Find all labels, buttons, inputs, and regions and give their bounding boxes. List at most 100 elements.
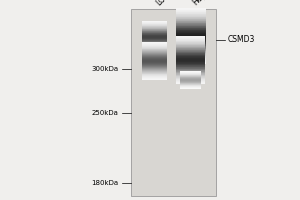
Bar (176, 26, 206, 27)
Bar (176, 39, 205, 40)
Bar (176, 70, 205, 71)
Bar (176, 50, 205, 51)
Bar (176, 48, 205, 49)
Bar (176, 77, 205, 78)
Bar (176, 48, 206, 49)
Bar (176, 49, 206, 50)
Bar (176, 79, 205, 80)
Bar (180, 74, 201, 75)
Bar (176, 23, 206, 24)
Bar (142, 41, 167, 42)
Bar (176, 38, 206, 39)
Bar (142, 24, 167, 25)
Bar (176, 31, 206, 32)
Bar (176, 55, 206, 56)
Bar (142, 66, 167, 67)
Bar (176, 74, 205, 75)
Bar (180, 75, 201, 76)
Bar (180, 78, 201, 79)
Bar (142, 79, 167, 80)
Bar (142, 72, 167, 73)
Bar (142, 43, 167, 44)
Bar (142, 49, 167, 50)
Bar (176, 64, 205, 65)
Bar (142, 77, 167, 78)
Bar (142, 28, 167, 29)
Bar (180, 71, 201, 72)
Bar (142, 35, 167, 36)
Bar (142, 71, 167, 72)
Bar (176, 82, 205, 83)
Bar (142, 70, 167, 71)
Bar (176, 61, 205, 62)
Bar (180, 87, 201, 88)
Bar (176, 22, 206, 23)
Bar (176, 51, 205, 52)
Bar (176, 35, 206, 36)
Bar (180, 85, 201, 86)
Bar (176, 51, 205, 52)
Bar (180, 76, 201, 77)
Bar (176, 75, 205, 76)
Bar (176, 41, 206, 42)
Bar (176, 38, 205, 39)
Bar (142, 44, 167, 45)
Bar (142, 21, 167, 22)
Bar (176, 36, 206, 37)
Bar (180, 88, 201, 89)
Bar (176, 13, 206, 14)
Bar (180, 80, 201, 81)
Bar (142, 23, 167, 24)
Text: HepG2: HepG2 (190, 0, 215, 7)
Bar (142, 34, 167, 35)
Bar (142, 43, 167, 44)
Bar (142, 73, 167, 74)
Bar (176, 29, 206, 30)
Bar (176, 63, 206, 64)
Bar (142, 29, 167, 30)
Bar (176, 68, 205, 69)
Bar (142, 40, 167, 41)
Bar (176, 71, 205, 72)
Bar (142, 45, 167, 46)
Bar (142, 47, 167, 48)
Bar (180, 84, 201, 85)
Bar (176, 58, 205, 59)
Bar (142, 78, 167, 79)
Bar (142, 37, 167, 38)
Bar (176, 62, 205, 63)
Text: 250kDa: 250kDa (92, 110, 118, 116)
Bar (142, 36, 167, 37)
Bar (176, 55, 205, 56)
Bar (176, 72, 205, 73)
Bar (142, 38, 167, 39)
Bar (176, 43, 205, 44)
Bar (176, 40, 206, 41)
Bar (176, 52, 205, 53)
Bar (130, 9, 216, 196)
Bar (176, 54, 206, 55)
Bar (176, 59, 205, 60)
Bar (142, 31, 167, 32)
Bar (176, 20, 206, 21)
Bar (180, 86, 201, 87)
Bar (142, 44, 167, 45)
Bar (176, 27, 206, 28)
Bar (176, 18, 206, 19)
Bar (142, 55, 167, 56)
Bar (176, 9, 206, 10)
Bar (176, 39, 206, 40)
Bar (176, 67, 205, 68)
Bar (176, 52, 206, 53)
Bar (176, 30, 206, 31)
Bar (176, 32, 206, 33)
Bar (142, 75, 167, 76)
Bar (142, 61, 167, 62)
Bar (176, 51, 206, 52)
Bar (180, 77, 201, 78)
Bar (176, 45, 205, 46)
Bar (176, 16, 206, 17)
Bar (142, 25, 167, 26)
Bar (180, 81, 201, 82)
Bar (176, 76, 205, 77)
